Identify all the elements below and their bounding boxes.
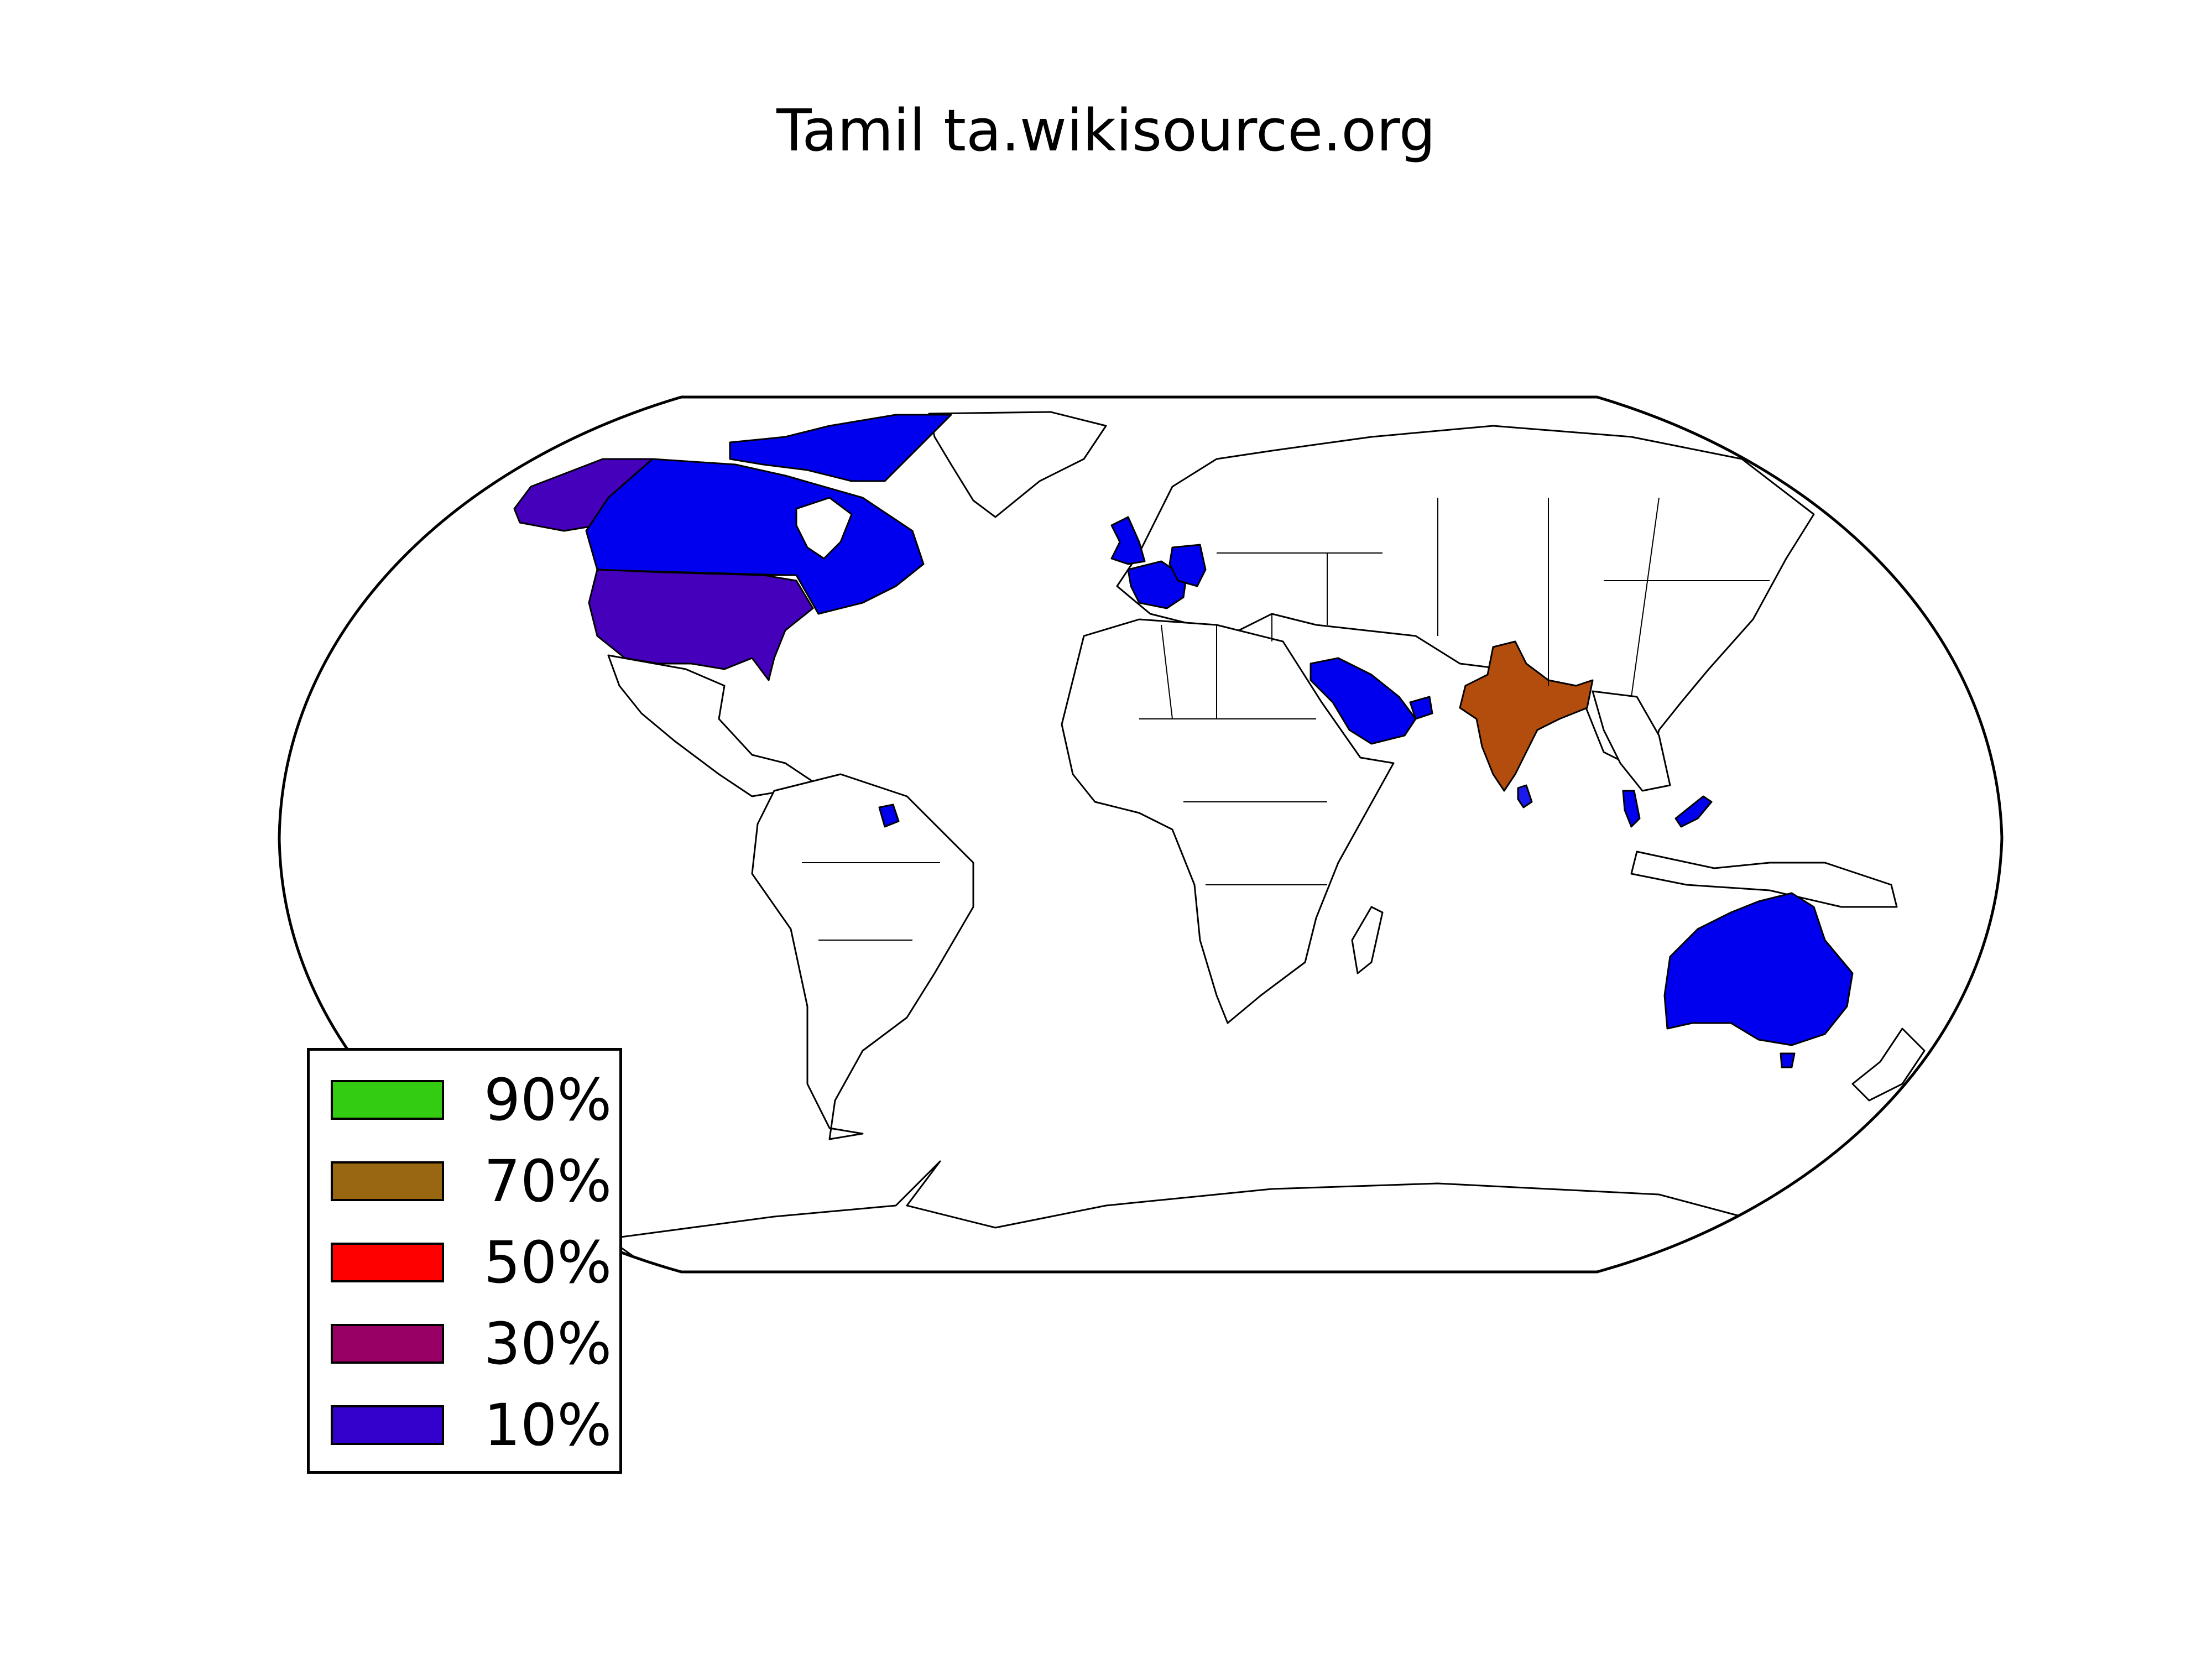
country-united-states — [588, 568, 814, 681]
indochina-shape — [1592, 690, 1671, 792]
country-canadian-arctic-islands — [729, 414, 952, 482]
south-america-shape — [751, 773, 974, 1140]
madagascar-shape — [1351, 906, 1384, 974]
legend-item: 70% — [331, 1152, 612, 1210]
indonesia-shape — [1630, 851, 1898, 908]
country-saudi-arabia — [1310, 657, 1417, 745]
country-borders — [597, 497, 1770, 941]
country-united-kingdom — [1110, 516, 1146, 565]
africa-shape — [1061, 618, 1395, 1024]
antarctica-shape — [607, 1160, 1743, 1272]
legend-swatch — [331, 1161, 444, 1201]
country-malaysia-peninsular — [1622, 790, 1641, 828]
legend-item: 90% — [331, 1071, 612, 1129]
legend-label: 90% — [484, 1066, 612, 1134]
legend-swatch — [331, 1405, 444, 1445]
country-uae — [1409, 696, 1433, 720]
country-germany — [1168, 544, 1207, 587]
mexico-central-america-shape — [607, 654, 820, 797]
legend-label: 50% — [484, 1229, 612, 1296]
legend-swatch — [331, 1243, 444, 1282]
country-guyana — [878, 804, 900, 828]
legend-label: 70% — [484, 1147, 612, 1215]
new-zealand-shape — [1851, 1027, 1926, 1102]
map-boundary — [278, 395, 2004, 1274]
country-australia — [1663, 892, 1854, 1046]
legend-label: 30% — [484, 1310, 612, 1378]
legend-item: 10% — [331, 1396, 612, 1454]
country-malaysia-borneo — [1674, 795, 1713, 828]
legend-item: 30% — [331, 1315, 612, 1373]
map-title: Tamil ta.wikisource.org — [776, 97, 1436, 164]
greenland-shape — [928, 411, 1107, 518]
hudson-bay-shape — [795, 497, 853, 560]
country-sri-lanka — [1517, 784, 1533, 808]
legend-item: 50% — [331, 1234, 612, 1291]
legend-label: 10% — [484, 1391, 612, 1459]
legend-swatch — [331, 1080, 444, 1120]
legend-swatch — [331, 1324, 444, 1364]
map-legend: 90% 70% 50% 30% 10% — [307, 1048, 622, 1474]
country-france — [1127, 560, 1187, 609]
country-tasmania — [1780, 1052, 1796, 1068]
